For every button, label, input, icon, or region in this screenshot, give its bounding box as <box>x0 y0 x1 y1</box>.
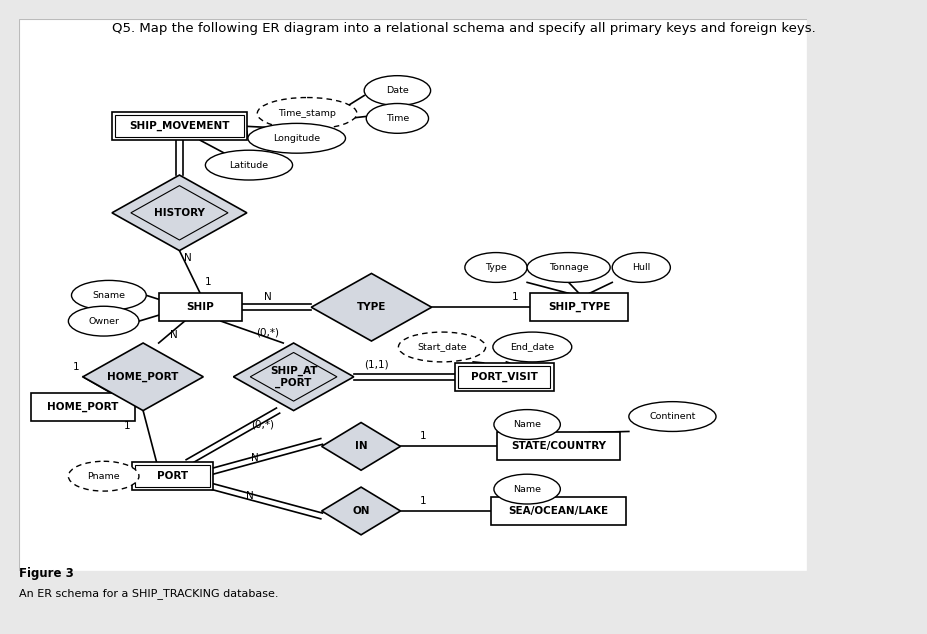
Text: TYPE: TYPE <box>356 302 386 312</box>
Ellipse shape <box>69 306 139 336</box>
Text: SEA/OCEAN/LAKE: SEA/OCEAN/LAKE <box>508 506 608 516</box>
Text: Hull: Hull <box>631 263 650 272</box>
Text: Pname: Pname <box>87 472 120 481</box>
Text: (0,*): (0,*) <box>256 327 279 337</box>
Text: SHIP_TYPE: SHIP_TYPE <box>547 302 610 313</box>
Polygon shape <box>311 273 431 341</box>
Ellipse shape <box>363 75 430 105</box>
Polygon shape <box>250 353 337 401</box>
Text: SHIP_AT
_PORT: SHIP_AT _PORT <box>270 366 317 388</box>
Text: N: N <box>184 252 191 262</box>
Text: 1: 1 <box>420 496 426 506</box>
Ellipse shape <box>71 280 146 310</box>
Text: (0,*): (0,*) <box>250 420 273 429</box>
Polygon shape <box>112 175 247 250</box>
Ellipse shape <box>527 252 610 282</box>
Polygon shape <box>322 422 400 470</box>
Text: An ER schema for a SHIP_TRACKING database.: An ER schema for a SHIP_TRACKING databas… <box>19 588 278 599</box>
Ellipse shape <box>257 98 357 129</box>
Text: STATE/COUNTRY: STATE/COUNTRY <box>510 441 605 451</box>
Text: 1: 1 <box>205 278 211 287</box>
Ellipse shape <box>493 474 560 504</box>
Ellipse shape <box>366 103 428 133</box>
FancyBboxPatch shape <box>159 294 241 321</box>
Text: HISTORY: HISTORY <box>154 208 205 218</box>
FancyBboxPatch shape <box>490 497 625 525</box>
Text: Figure 3: Figure 3 <box>19 567 73 580</box>
Text: HOME_PORT: HOME_PORT <box>108 372 179 382</box>
Text: IN: IN <box>354 441 367 451</box>
Ellipse shape <box>492 332 571 362</box>
Ellipse shape <box>205 150 292 180</box>
Text: Time_stamp: Time_stamp <box>278 109 336 118</box>
Text: N: N <box>171 330 178 340</box>
Ellipse shape <box>493 410 560 439</box>
Text: Longitude: Longitude <box>273 134 320 143</box>
FancyBboxPatch shape <box>497 432 619 460</box>
FancyBboxPatch shape <box>31 392 134 420</box>
Text: N: N <box>251 453 259 463</box>
Text: Continent: Continent <box>649 412 695 421</box>
Text: PORT_VISIT: PORT_VISIT <box>470 372 537 382</box>
FancyBboxPatch shape <box>458 366 550 388</box>
Text: N: N <box>246 491 254 501</box>
Ellipse shape <box>629 402 716 432</box>
FancyBboxPatch shape <box>134 465 210 487</box>
Text: SHIP: SHIP <box>186 302 214 312</box>
FancyBboxPatch shape <box>112 112 247 140</box>
Text: Q5. Map the following ER diagram into a relational schema and specify all primar: Q5. Map the following ER diagram into a … <box>112 22 815 36</box>
Text: Tonnage: Tonnage <box>548 263 588 272</box>
Text: N: N <box>263 292 272 302</box>
Text: 1: 1 <box>124 422 131 432</box>
FancyBboxPatch shape <box>115 115 244 138</box>
Text: Date: Date <box>386 86 408 95</box>
Text: Time: Time <box>386 114 409 123</box>
Polygon shape <box>131 186 228 240</box>
Text: SHIP_MOVEMENT: SHIP_MOVEMENT <box>129 121 230 131</box>
Polygon shape <box>83 343 203 411</box>
FancyBboxPatch shape <box>132 462 212 490</box>
Ellipse shape <box>612 252 669 282</box>
Text: End_date: End_date <box>510 342 553 351</box>
Polygon shape <box>322 487 400 535</box>
Text: ON: ON <box>352 506 370 516</box>
Text: Sname: Sname <box>93 291 125 300</box>
Ellipse shape <box>398 332 485 362</box>
Text: Owner: Owner <box>88 316 119 326</box>
Text: Name: Name <box>513 484 540 494</box>
Text: 1: 1 <box>420 431 426 441</box>
Text: Start_date: Start_date <box>417 342 466 351</box>
Polygon shape <box>234 343 353 411</box>
Text: 1: 1 <box>511 292 517 302</box>
FancyBboxPatch shape <box>454 363 553 391</box>
Text: Latitude: Latitude <box>229 160 268 170</box>
FancyBboxPatch shape <box>529 294 628 321</box>
Text: Type: Type <box>485 263 506 272</box>
Text: HOME_PORT: HOME_PORT <box>47 401 119 411</box>
Text: Name: Name <box>513 420 540 429</box>
Ellipse shape <box>69 462 139 491</box>
FancyBboxPatch shape <box>19 19 806 571</box>
Text: PORT: PORT <box>157 471 187 481</box>
Ellipse shape <box>464 252 527 282</box>
Text: 1: 1 <box>72 362 79 372</box>
Text: (1,1): (1,1) <box>364 360 388 370</box>
Ellipse shape <box>248 124 345 153</box>
